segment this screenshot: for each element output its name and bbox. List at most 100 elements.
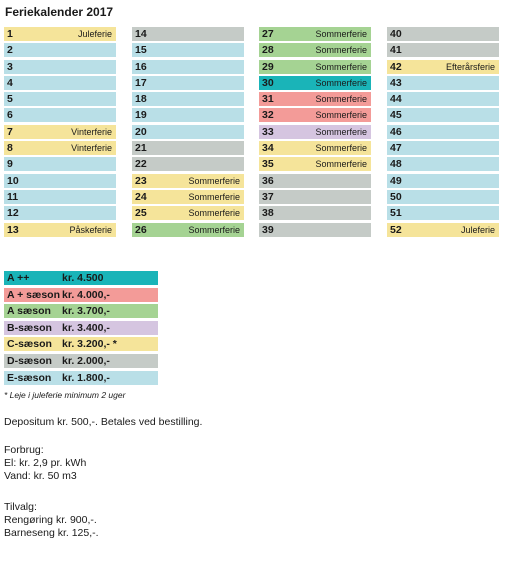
season-price: kr. 2.000,- (62, 354, 110, 367)
week-number: 5 (7, 93, 13, 106)
week-row: 38 (259, 206, 371, 221)
week-number: 18 (135, 93, 147, 106)
week-number: 28 (262, 44, 274, 57)
week-row: 18 (132, 92, 244, 107)
week-holiday-label: Vinterferie (71, 126, 112, 137)
week-row: 9 (4, 157, 116, 172)
week-number: 30 (262, 76, 274, 89)
week-number: 14 (135, 28, 147, 40)
week-number: 48 (390, 158, 402, 171)
week-number: 52 (390, 223, 402, 236)
week-number: 13 (7, 223, 19, 236)
week-number: 50 (390, 190, 402, 203)
season-name: D-sæson (7, 354, 52, 367)
week-number: 27 (262, 28, 274, 40)
week-row: 51 (387, 206, 499, 221)
week-row: 20 (132, 124, 244, 139)
week-holiday-label: Sommerferie (315, 126, 367, 137)
week-number: 49 (390, 174, 402, 187)
week-row: 35 Sommerferie (259, 157, 371, 172)
week-row: 50 (387, 189, 499, 204)
price-row: A + sæson kr. 4.000,- (4, 287, 158, 302)
week-row: 3 (4, 59, 116, 74)
season-name: A + sæson (7, 288, 61, 301)
week-holiday-label: Sommerferie (188, 208, 240, 219)
season-price: kr. 3.700,- (62, 305, 110, 318)
price-row: A ++ kr. 4.500 (4, 271, 158, 285)
week-number: 16 (135, 60, 147, 73)
week-row: 34 Sommerferie (259, 141, 371, 156)
week-row: 14 (132, 27, 244, 41)
page-title: Feriekalender 2017 (5, 5, 114, 19)
week-row: 47 (387, 141, 499, 156)
week-row: 5 (4, 92, 116, 107)
week-number: 4 (7, 76, 13, 89)
week-holiday-label: Sommerferie (188, 175, 240, 186)
week-holiday-label: Sommerferie (188, 224, 240, 235)
week-number: 37 (262, 190, 274, 203)
week-number: 43 (390, 76, 402, 89)
season-price: kr. 4.500 (62, 272, 104, 284)
week-holiday-label: Sommerferie (315, 143, 367, 154)
week-number: 33 (262, 125, 274, 138)
week-number: 29 (262, 60, 274, 73)
week-row: 10 (4, 173, 116, 188)
week-row: 11 (4, 189, 116, 204)
season-price: kr. 3.200,- * (62, 338, 117, 351)
week-number: 23 (135, 174, 147, 187)
week-number: 51 (390, 207, 402, 220)
week-row: 52 Juleferie (387, 222, 499, 237)
week-number: 35 (262, 158, 274, 171)
week-number: 42 (390, 60, 402, 73)
week-number: 47 (390, 142, 402, 155)
footnote: * Leje i juleferie minimum 2 uger (4, 390, 126, 400)
week-number: 32 (262, 109, 274, 122)
week-number: 19 (135, 109, 147, 122)
week-row: 1 Juleferie (4, 27, 116, 41)
week-number: 44 (390, 93, 402, 106)
week-holiday-label: Sommerferie (315, 94, 367, 105)
week-number: 10 (7, 174, 19, 187)
week-number: 6 (7, 109, 13, 122)
weeks-column-4: 40 41 42 Efterårsferie 43 44 45 46 47 48 49 50 51 52 J… (387, 27, 499, 239)
price-row: C-sæson kr. 3.200,- * (4, 337, 158, 352)
week-row: 33 Sommerferie (259, 124, 371, 139)
week-holiday-label: Sommerferie (315, 45, 367, 56)
season-name: E-sæson (7, 371, 52, 384)
week-row: 40 (387, 27, 499, 41)
week-holiday-label: Sommerferie (315, 77, 367, 88)
week-holiday-label: Påskeferie (69, 224, 112, 235)
week-number: 39 (262, 223, 274, 236)
price-table: A ++ kr. 4.500 A + sæson kr. 4.000,- A sæson… (4, 271, 158, 387)
forbrug-line: Vand: kr. 50 m3 (4, 470, 77, 482)
week-number: 1 (7, 28, 13, 40)
week-row: 46 (387, 124, 499, 139)
week-row: 31 Sommerferie (259, 92, 371, 107)
forbrug-section: Forbrug: El: kr. 2,9 pr. kWh Vand: kr. 5… (4, 444, 86, 483)
week-number: 3 (7, 60, 13, 73)
week-holiday-label: Sommerferie (315, 110, 367, 121)
price-row: E-sæson kr. 1.800,- (4, 370, 158, 385)
deposit-text: Depositum kr. 500,-. Betales ved bestill… (4, 416, 203, 428)
week-holiday-label: Vinterferie (71, 143, 112, 154)
week-row: 8 Vinterferie (4, 141, 116, 156)
price-row: A sæson kr. 3.700,- (4, 304, 158, 319)
season-name: A ++ (7, 272, 30, 284)
week-row: 6 (4, 108, 116, 123)
week-number: 8 (7, 142, 13, 155)
week-row: 45 (387, 108, 499, 123)
week-number: 9 (7, 158, 13, 171)
weeks-column-1: 1 Juleferie 2 3 4 5 6 7 Vinterferie 8 Vinterferie 9… (4, 27, 116, 239)
week-row: 16 (132, 59, 244, 74)
week-row: 13 Påskeferie (4, 222, 116, 237)
week-number: 21 (135, 142, 147, 155)
season-price: kr. 4.000,- (62, 288, 110, 301)
week-number: 31 (262, 93, 274, 106)
week-row: 49 (387, 173, 499, 188)
week-number: 36 (262, 174, 274, 187)
week-holiday-label: Sommerferie (188, 191, 240, 202)
week-row: 36 (259, 173, 371, 188)
week-row: 24 Sommerferie (132, 189, 244, 204)
week-holiday-label: Sommerferie (315, 29, 367, 39)
week-row: 42 Efterårsferie (387, 59, 499, 74)
